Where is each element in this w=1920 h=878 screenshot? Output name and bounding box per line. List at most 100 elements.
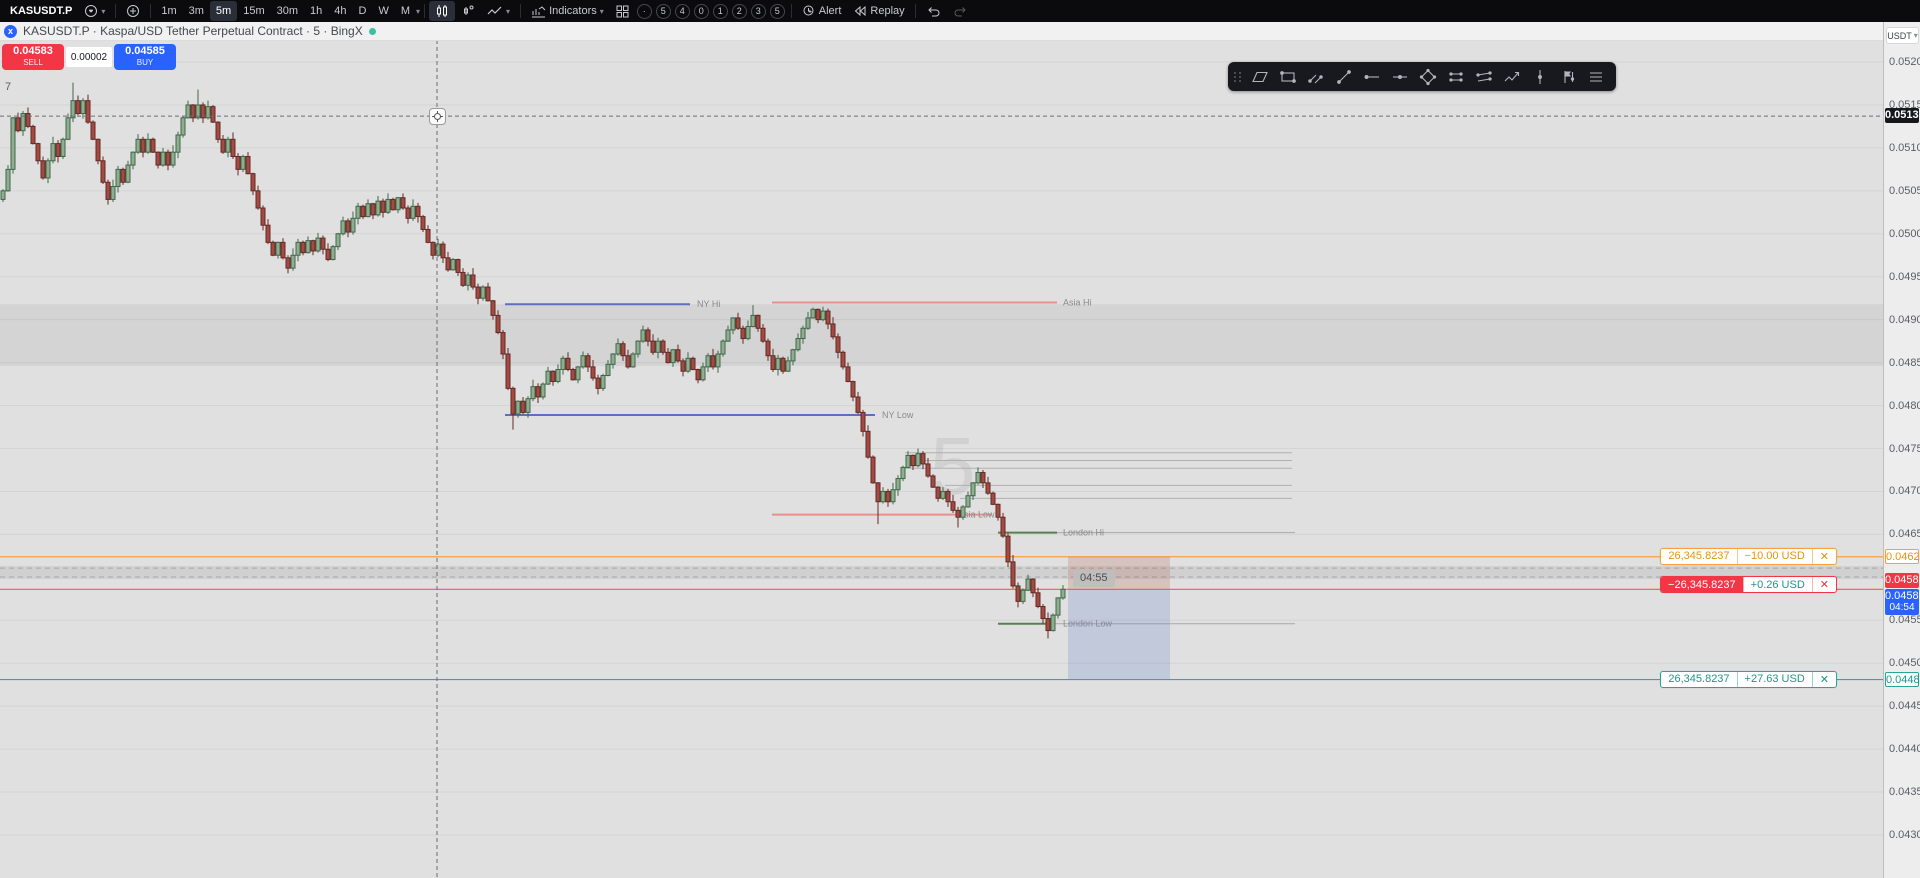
- close-order-button[interactable]: ✕: [1819, 550, 1829, 563]
- timeframe-more-chevron[interactable]: ▾: [416, 6, 421, 16]
- symbol-button[interactable]: KASUSDT.P: [10, 5, 73, 17]
- timeframe-4h[interactable]: 4h: [334, 5, 347, 17]
- timeframe-1m[interactable]: 1m: [161, 5, 177, 17]
- layout-tab-4[interactable]: 1: [712, 3, 728, 19]
- position-time-tag: 04:55: [1073, 570, 1115, 588]
- order-quantity: −26,345.8237: [1661, 577, 1743, 593]
- svg-text:London Hi: London Hi: [1063, 528, 1104, 538]
- disjoint-channel-icon[interactable]: [1442, 64, 1470, 90]
- layout-tab-7[interactable]: 5: [769, 3, 785, 19]
- compare-add-button[interactable]: [120, 1, 146, 21]
- drag-handle[interactable]: [1234, 71, 1242, 82]
- spread-value: 0.00002: [66, 47, 112, 67]
- separator: [115, 4, 117, 18]
- currency-selector[interactable]: USDT ▾: [1886, 27, 1919, 44]
- redo-button[interactable]: [947, 1, 974, 21]
- timeframe-15m[interactable]: 15m: [243, 5, 265, 17]
- session-level-london-hi[interactable]: London Hi: [998, 528, 1295, 538]
- stop-order-label[interactable]: 26,345.8237 −10.00 USD ✕: [1660, 547, 1837, 565]
- flat-channel-icon[interactable]: [1470, 64, 1498, 90]
- layout-tab-2[interactable]: 4: [674, 3, 690, 19]
- chart-type-alt-button[interactable]: [455, 1, 481, 21]
- order-pnl: +27.63 USD: [1738, 671, 1813, 687]
- alert-label: Alert: [818, 5, 842, 17]
- separator: [914, 4, 916, 18]
- replay-button[interactable]: Replay: [847, 1, 910, 21]
- sell-button[interactable]: 0.04583 SELL: [2, 44, 64, 70]
- position-label[interactable]: −26,345.8237 +0.26 USD ✕: [1660, 576, 1837, 594]
- parallel-channel-icon[interactable]: [1302, 64, 1330, 90]
- timeframe-1h[interactable]: 1h: [310, 5, 323, 17]
- horizontal-ray-icon[interactable]: [1358, 64, 1386, 90]
- timeframe-3m[interactable]: 3m: [188, 5, 204, 17]
- signpost-icon[interactable]: [1554, 64, 1582, 90]
- undo-button[interactable]: [920, 1, 947, 21]
- svg-text:Asia Hi: Asia Hi: [1063, 297, 1092, 307]
- separator: [790, 4, 792, 18]
- layout-grid-button[interactable]: [610, 1, 635, 21]
- buy-button[interactable]: 0.04585 BUY: [114, 44, 176, 70]
- trend-line-icon[interactable]: [1330, 64, 1358, 90]
- price-marker-order-tp: 0.04481: [1885, 671, 1920, 687]
- chart-type-candles-button[interactable]: [429, 1, 456, 21]
- indicators-label: Indicators: [549, 5, 597, 17]
- svg-text:Asia Low: Asia Low: [958, 510, 995, 520]
- svg-text:NY Hi: NY Hi: [697, 299, 720, 309]
- trade-widget: 0.04583 SELL 0.00002 0.04585 BUY: [2, 44, 176, 70]
- timeframe-5m[interactable]: 5m: [209, 1, 238, 21]
- layout-tab-3[interactable]: 0: [693, 3, 709, 19]
- layout-tab-5[interactable]: 2: [731, 3, 747, 19]
- parallel-lines-icon[interactable]: [1582, 64, 1610, 90]
- buy-price: 0.04585: [125, 45, 165, 57]
- symbol-description[interactable]: KASUSDT.P · Kaspa/USD Tether Perpetual C…: [23, 24, 363, 38]
- timeframe-30m[interactable]: 30m: [276, 5, 299, 17]
- separator: [150, 4, 152, 18]
- timeframe-D[interactable]: D: [358, 5, 367, 17]
- vertical-line-icon[interactable]: [1526, 64, 1554, 90]
- line-style-button[interactable]: ▾: [481, 1, 516, 21]
- layout-tab-6[interactable]: 3: [750, 3, 766, 19]
- session-level-ny-hi[interactable]: NY Hi: [505, 299, 720, 309]
- close-order-button[interactable]: ✕: [1819, 579, 1829, 592]
- layout-tab-0[interactable]: ·: [636, 3, 652, 19]
- session-level-ny-low[interactable]: NY Low: [505, 410, 914, 420]
- close-order-button[interactable]: ✕: [1819, 673, 1829, 686]
- rectangle-icon[interactable]: [1274, 64, 1302, 90]
- sell-label: SELL: [23, 58, 43, 67]
- sell-price: 0.04583: [13, 45, 53, 57]
- horizontal-line-icon[interactable]: [1386, 64, 1414, 90]
- svg-text:NY Low: NY Low: [882, 410, 914, 420]
- session-level-asia-hi[interactable]: Asia Hi: [772, 297, 1092, 307]
- session-level-asia-low[interactable]: Asia Low: [772, 510, 995, 520]
- alert-button[interactable]: Alert: [796, 1, 848, 21]
- timeframe-W[interactable]: W: [378, 5, 389, 17]
- market-open-dot: [368, 27, 376, 35]
- polyline-icon[interactable]: [1498, 64, 1526, 90]
- crosshair-target-icon[interactable]: [429, 108, 446, 126]
- symbol-reactions-icon[interactable]: ▾: [78, 1, 111, 21]
- candles: [0, 82, 1066, 639]
- price-marker-last: 0.0458504:54: [1885, 589, 1920, 616]
- indicators-button[interactable]: Indicators ▾: [525, 1, 610, 21]
- parallelogram-icon[interactable]: [1246, 64, 1274, 90]
- timeframe-M[interactable]: M: [400, 5, 411, 17]
- tp-order-label[interactable]: 26,345.8237 +27.63 USD ✕: [1660, 670, 1837, 688]
- layout-tab-1[interactable]: 5: [655, 3, 671, 19]
- session-level-london-low[interactable]: London Low: [998, 619, 1295, 629]
- rotated-rectangle-icon[interactable]: [1414, 64, 1442, 90]
- layout-tab-group: · 5 4 0 1 2 3 5: [635, 3, 787, 19]
- dashed-zone: [0, 566, 1883, 580]
